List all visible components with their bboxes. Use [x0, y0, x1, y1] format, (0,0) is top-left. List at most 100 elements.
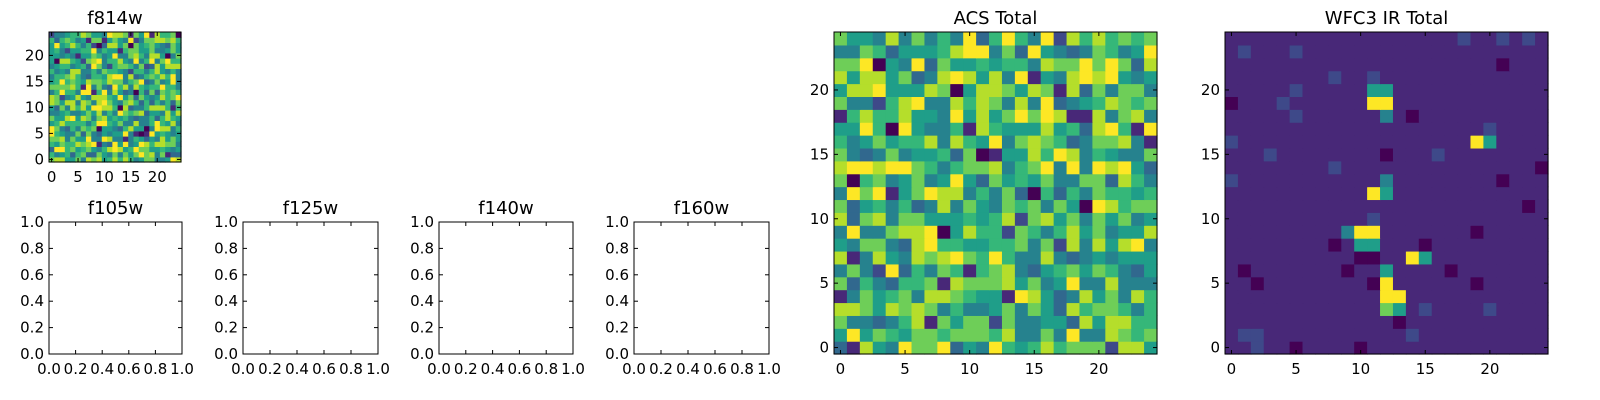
heatmap-cell: [1144, 70, 1158, 85]
heatmap-cell: [1066, 135, 1081, 149]
heatmap-cell: [859, 44, 874, 59]
heatmap-cell: [96, 52, 103, 59]
heatmap-cell: [976, 199, 990, 213]
heatmap-cell: [885, 109, 900, 123]
heatmap-cell: [989, 160, 1003, 175]
heatmap-cell: [911, 289, 926, 304]
heatmap-cell: [138, 110, 145, 116]
panel-title: f160w: [674, 198, 729, 219]
heatmap-cell: [1118, 109, 1132, 123]
heatmap-cell: [1457, 302, 1472, 316]
x-tick-label: 0: [836, 360, 846, 378]
heatmap-cell: [1040, 135, 1055, 149]
heatmap-cell: [1237, 212, 1252, 226]
heatmap-cell: [1289, 109, 1304, 123]
heatmap-cell: [165, 99, 172, 106]
heatmap-cell: [96, 42, 103, 49]
heatmap-cell: [1431, 83, 1446, 97]
heatmap-cell: [154, 52, 161, 59]
x-tick-label: 10: [960, 360, 979, 378]
heatmap-cell: [1354, 276, 1368, 291]
heatmap-cell: [91, 78, 98, 85]
heatmap-cell: [1457, 225, 1472, 239]
heatmap-cell: [1444, 263, 1459, 278]
heatmap-cell: [1237, 328, 1252, 342]
heatmap-cell: [1380, 315, 1394, 329]
heatmap-cell: [1367, 32, 1381, 46]
heatmap-cell: [1001, 147, 1016, 162]
heatmap-cell: [1418, 173, 1433, 188]
heatmap-cell: [937, 135, 951, 149]
heatmap-cell: [846, 83, 861, 97]
heatmap-cell: [1040, 44, 1055, 59]
y-tick-label: 0.4: [605, 292, 629, 310]
heatmap-cell: [924, 225, 938, 239]
heatmap-cell: [885, 160, 900, 175]
heatmap-cell: [1131, 315, 1145, 329]
y-tick-label: 0.0: [20, 345, 44, 363]
heatmap-cell: [122, 63, 129, 69]
heatmap-cell: [154, 84, 161, 90]
heatmap-cell: [1444, 57, 1459, 72]
heatmap-cell: [1405, 289, 1420, 304]
heatmap-cell: [885, 263, 900, 278]
heatmap-cell: [1092, 199, 1106, 213]
heatmap-cell: [1431, 109, 1446, 123]
heatmap-cell: [1457, 122, 1472, 136]
heatmap-cell: [1367, 263, 1381, 278]
heatmap-cell: [175, 84, 182, 90]
heatmap-cell: [1225, 186, 1239, 201]
y-tick-label: 20: [1201, 81, 1220, 99]
heatmap-cell: [1001, 276, 1016, 291]
heatmap-cell: [1535, 238, 1549, 252]
heatmap-cell: [1250, 328, 1265, 342]
heatmap-cell: [1483, 302, 1497, 316]
heatmap-cell: [1302, 263, 1317, 278]
heatmap-cell: [149, 141, 156, 147]
heatmap-cell: [1315, 173, 1329, 188]
heatmap-cell: [85, 63, 92, 69]
heatmap-cell: [1263, 328, 1278, 342]
heatmap-cell: [170, 156, 177, 163]
heatmap-cell: [1040, 289, 1055, 304]
heatmap-cell: [96, 146, 103, 153]
heatmap-cell: [112, 156, 119, 163]
heatmap-cell: [1418, 83, 1433, 97]
x-tick-label: 0.8: [730, 360, 754, 378]
heatmap-cell: [107, 52, 113, 59]
heatmap-cell: [1276, 186, 1291, 201]
heatmap-cell: [1118, 315, 1132, 329]
heatmap-cell: [1276, 135, 1291, 149]
heatmap-cell: [1225, 263, 1239, 278]
heatmap-cell: [175, 120, 182, 127]
heatmap-cell: [144, 104, 150, 111]
heatmap-cell: [64, 125, 71, 132]
heatmap-cell: [75, 110, 82, 116]
heatmap-cell: [1444, 186, 1459, 201]
heatmap-cell: [1431, 302, 1446, 316]
heatmap-cell: [112, 110, 119, 116]
heatmap-cell: [107, 37, 113, 43]
heatmap-cell: [937, 225, 951, 239]
heatmap-cell: [1354, 70, 1368, 85]
heatmap-cell: [1225, 238, 1239, 252]
heatmap-cell: [898, 70, 913, 85]
heatmap-cell: [1418, 315, 1433, 329]
heatmap-cell: [128, 37, 135, 43]
heatmap-cell: [1079, 160, 1093, 175]
heatmap-cell: [128, 146, 135, 153]
heatmap-cell: [1354, 225, 1368, 239]
heatmap-cell: [149, 146, 156, 153]
heatmap-cell: [133, 52, 140, 59]
x-tick-label: 0: [47, 168, 57, 186]
heatmap-cell: [128, 84, 135, 90]
heatmap-cell: [1289, 238, 1304, 252]
heatmap-cell: [1380, 328, 1394, 342]
heatmap-cell: [159, 32, 166, 38]
heatmap-cell: [1289, 263, 1304, 278]
heatmap-cell: [170, 141, 177, 147]
heatmap-cell: [128, 120, 135, 127]
heatmap-cell: [133, 136, 140, 142]
heatmap-cell: [165, 115, 172, 121]
